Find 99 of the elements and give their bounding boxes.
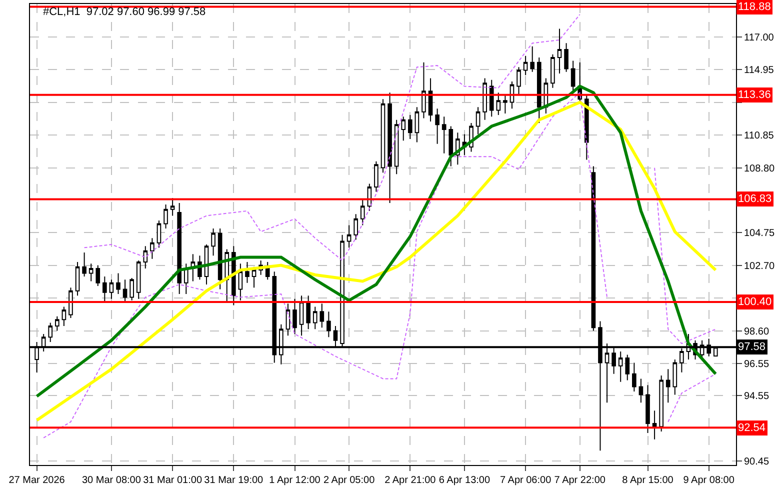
candlestick: [530, 46, 535, 72]
ref-line-label: 100.40: [738, 296, 772, 308]
candlestick: [82, 252, 86, 277]
candlestick: [516, 66, 521, 95]
x-tick-label: 31 Mar 01:00: [143, 475, 202, 486]
candlestick: [62, 306, 66, 326]
candlestick: [374, 160, 378, 192]
candlestick: [143, 246, 148, 269]
candlestick: [184, 263, 188, 295]
candlestick: [68, 287, 73, 318]
candlestick: [666, 368, 670, 404]
candlestick: [632, 362, 636, 392]
x-tick-label: 2 Apr 05:00: [323, 475, 376, 486]
candlestick: [312, 306, 318, 330]
candlestick: [245, 262, 250, 284]
candlestick: [136, 260, 141, 300]
x-tick-label: 31 Mar 19:00: [204, 475, 264, 486]
candlestick: [292, 298, 297, 334]
ref-line-label: 113.36: [738, 89, 771, 101]
candlestick: [503, 94, 508, 114]
candlestick: [482, 78, 487, 120]
candlestick: [394, 119, 399, 175]
candlestick: [306, 295, 310, 330]
line-series: [43, 92, 608, 438]
y-tick-label: 114.95: [744, 65, 774, 76]
candlestick: [320, 303, 324, 328]
y-tick-label: 90.45: [744, 456, 770, 468]
candlestick: [96, 264, 100, 287]
candlestick: [476, 106, 480, 135]
candlestick: [122, 279, 128, 303]
candlestick: [672, 359, 678, 396]
candlestick: [557, 28, 562, 74]
candlestick: [618, 351, 623, 382]
candlestick: [638, 378, 644, 404]
chart-title: #CL,H1 97.02 97.60 96.99 97.58: [42, 6, 206, 18]
candlestick: [286, 303, 290, 336]
candlestick: [54, 316, 60, 332]
candlestick: [422, 62, 426, 119]
x-tick-label: 7 Apr 06:00: [500, 475, 552, 486]
candlestick: [102, 276, 107, 303]
candlestick: [211, 228, 216, 256]
candlestick: [435, 108, 440, 144]
candlestick: [48, 322, 53, 342]
y-tick-label: 108.80: [744, 163, 776, 174]
x-tick-label: 1 Apr 12:00: [269, 475, 321, 486]
candlestick: [326, 311, 331, 338]
candlestick: [659, 375, 664, 432]
x-tick-label: 6 Apr 13:00: [438, 475, 490, 486]
ref-line-label: 118.88: [738, 1, 771, 13]
candlestick: [652, 410, 657, 440]
candlestick: [346, 224, 352, 248]
candlestick: [570, 60, 576, 92]
y-tick-label: 102.70: [744, 260, 776, 272]
candlestick: [646, 384, 650, 434]
candlestick: [536, 57, 542, 124]
y-tick-label: 110.85: [744, 130, 774, 142]
y-tick-label: 96.55: [744, 359, 770, 370]
candlestick: [564, 42, 568, 72]
candlestick: [442, 116, 446, 154]
candlestick: [299, 295, 304, 336]
candlestick: [489, 79, 494, 118]
candlestick: [448, 126, 454, 167]
candlestick: [550, 54, 555, 88]
candlestick: [130, 278, 134, 301]
candlestick: [156, 220, 162, 248]
y-tick-label: 98.60: [744, 326, 770, 338]
candlestick: [496, 92, 501, 116]
x-tick-label: 9 Apr 08:00: [683, 475, 735, 486]
x-tick-label: 2 Apr 21:00: [384, 475, 436, 486]
candlestick: [625, 354, 630, 381]
y-tick-label: 117.00: [744, 32, 774, 44]
line-series: [84, 14, 580, 261]
ref-line-label: 106.83: [738, 193, 772, 205]
candlestick: [177, 202, 182, 295]
candlestick: [388, 92, 392, 204]
candlestick: [88, 263, 94, 282]
candlestick: [401, 116, 406, 142]
candlestick: [380, 98, 386, 174]
candlestick: [109, 279, 114, 300]
y-tick-label: 104.75: [744, 228, 776, 239]
x-tick-label: 8 Apr 15:00: [622, 475, 674, 486]
x-tick-label: 27 Mar 2026: [8, 475, 66, 486]
x-tick-label: 7 Apr 22:00: [554, 475, 606, 486]
candlestick: [170, 198, 175, 216]
candlestick: [354, 214, 358, 240]
candlestick: [238, 263, 243, 301]
candlestick: [360, 199, 365, 226]
candlestick: [164, 204, 168, 230]
x-tick-label: 30 Mar 08:00: [82, 475, 142, 486]
ref-line-label: 97.58: [738, 341, 766, 353]
candlestick: [75, 262, 80, 296]
candlestick: [414, 106, 420, 143]
candlestick: [150, 238, 154, 260]
ref-line-label: 92.54: [738, 422, 766, 434]
candlestick: [428, 78, 433, 122]
y-tick-label: 94.55: [744, 390, 770, 402]
candlestick: [523, 55, 528, 76]
candlestick: [408, 114, 412, 140]
candlestick: [116, 272, 120, 295]
